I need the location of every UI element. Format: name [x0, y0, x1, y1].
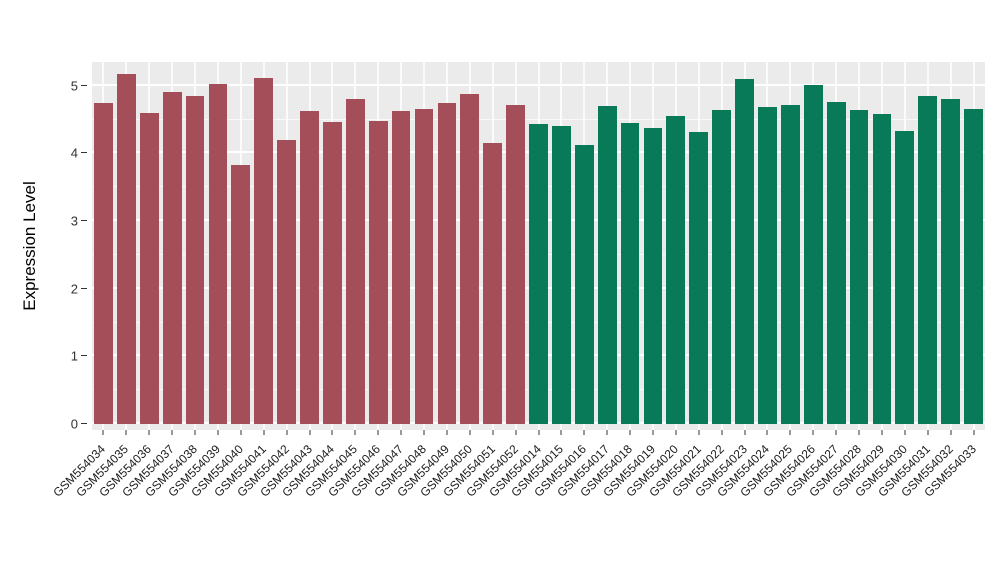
- gridline-major: [92, 83, 985, 86]
- bar-GSM554020: [666, 116, 686, 424]
- x-tick-mark: [286, 430, 288, 435]
- y-tick-mark: [81, 423, 87, 424]
- y-tick-label: 5: [70, 78, 78, 94]
- bar-GSM554036: [139, 112, 159, 424]
- bar-GSM554031: [918, 95, 938, 424]
- gridline-minor: [92, 118, 985, 120]
- x-tick-mark: [446, 430, 448, 435]
- bar-GSM554052: [506, 104, 525, 424]
- bar-GSM554023: [735, 78, 754, 424]
- x-tick-mark: [240, 430, 242, 435]
- bar-GSM554040: [231, 164, 251, 424]
- x-tick-mark: [721, 430, 723, 435]
- x-tick-mark: [125, 430, 127, 435]
- bar-GSM554037: [162, 92, 182, 424]
- bar-GSM554050: [460, 93, 480, 424]
- x-tick-mark: [560, 430, 562, 435]
- bar-GSM554019: [643, 127, 663, 424]
- bar-GSM554042: [277, 139, 296, 424]
- x-tick-mark: [331, 430, 333, 435]
- x-tick-mark: [583, 430, 585, 435]
- bar-GSM554026: [803, 85, 823, 424]
- x-tick-mark: [950, 430, 952, 435]
- y-tick-mark: [81, 287, 87, 289]
- x-tick-mark: [309, 430, 311, 435]
- bar-GSM554025: [780, 105, 800, 424]
- bar-GSM554021: [689, 132, 709, 424]
- bar-GSM554027: [826, 101, 846, 424]
- bar-GSM554015: [552, 125, 571, 424]
- x-tick-mark: [423, 430, 425, 435]
- bar-GSM554044: [323, 122, 342, 424]
- x-tick-mark: [148, 430, 150, 435]
- y-tick-label: 3: [70, 213, 78, 229]
- x-tick-mark: [492, 430, 494, 435]
- x-tick-mark: [835, 430, 837, 435]
- x-tick-mark: [400, 430, 402, 435]
- bar-GSM554045: [345, 99, 365, 424]
- bar-GSM554030: [895, 131, 915, 424]
- x-tick-mark: [515, 430, 517, 435]
- bar-GSM554033: [964, 109, 983, 424]
- x-tick-mark: [354, 430, 356, 435]
- x-axis: GSM554034 GSM554035 GSM554036 GSM554037 GSM5…: [51, 430, 985, 578]
- y-axis: 0 1 2 3 4 5: [0, 62, 92, 432]
- x-tick-mark: [858, 430, 860, 435]
- y-tick-label: 2: [70, 281, 78, 297]
- bar-GSM554047: [391, 111, 411, 424]
- x-tick-mark: [217, 430, 219, 435]
- bar-GSM554029: [872, 114, 892, 424]
- bar-GSM554024: [758, 107, 777, 424]
- x-tick-mark: [675, 430, 677, 435]
- bar-GSM554046: [368, 120, 388, 424]
- x-tick-mark: [812, 430, 814, 435]
- bar-GSM554032: [941, 98, 961, 424]
- bar-GSM554041: [254, 77, 274, 424]
- bar-GSM554017: [597, 105, 617, 424]
- bar-GSM554028: [849, 110, 869, 424]
- bar-GSM554049: [437, 102, 457, 424]
- x-tick-mark: [194, 430, 196, 435]
- bar-GSM554038: [185, 95, 205, 424]
- bar-GSM554043: [300, 110, 319, 424]
- x-tick-mark: [698, 430, 700, 435]
- x-tick-mark: [102, 430, 104, 435]
- y-tick-mark: [81, 84, 87, 86]
- bar-GSM554018: [620, 122, 640, 424]
- bar-GSM554035: [116, 73, 136, 424]
- x-tick-mark: [377, 430, 379, 435]
- x-tick-mark: [606, 430, 608, 435]
- y-tick-label: 1: [70, 348, 78, 364]
- x-tick-mark: [789, 430, 791, 435]
- y-tick-mark: [81, 152, 87, 154]
- x-tick-mark: [927, 430, 929, 435]
- x-tick-mark: [973, 430, 975, 435]
- bar-GSM554022: [712, 110, 732, 424]
- bar-GSM554014: [529, 123, 548, 424]
- x-tick-mark: [904, 430, 906, 435]
- y-tick-label: 0: [70, 416, 78, 432]
- x-tick-mark: [469, 430, 471, 435]
- x-tick-mark: [881, 430, 883, 435]
- x-tick-mark: [744, 430, 746, 435]
- y-tick-label: 4: [70, 145, 78, 161]
- plot-panel: [92, 62, 985, 430]
- y-tick-mark: [81, 355, 87, 357]
- bar-GSM554051: [483, 142, 503, 424]
- x-tick-mark: [629, 430, 631, 435]
- x-tick-mark: [171, 430, 173, 435]
- x-tick-mark: [538, 430, 539, 435]
- bar-GSM554016: [574, 145, 594, 424]
- bar-GSM554048: [414, 109, 434, 424]
- x-tick-mark: [263, 430, 265, 435]
- x-tick-mark: [652, 430, 654, 435]
- bar-GSM554039: [208, 84, 228, 424]
- y-tick-mark: [81, 220, 87, 222]
- bar-GSM554034: [94, 102, 113, 424]
- x-tick-mark: [766, 430, 768, 435]
